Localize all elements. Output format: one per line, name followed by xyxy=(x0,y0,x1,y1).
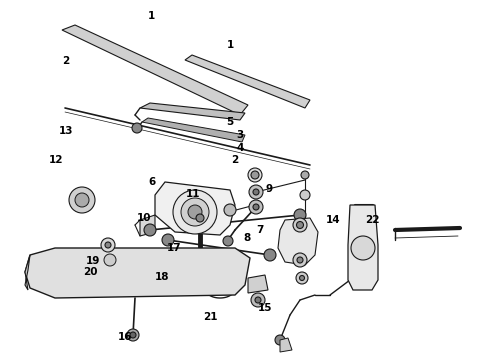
Text: 6: 6 xyxy=(148,177,155,187)
Circle shape xyxy=(253,189,259,195)
Polygon shape xyxy=(62,25,248,115)
Polygon shape xyxy=(140,103,245,120)
Text: 20: 20 xyxy=(83,267,98,277)
Text: 21: 21 xyxy=(203,312,218,322)
Circle shape xyxy=(127,329,139,341)
Circle shape xyxy=(351,236,375,260)
Circle shape xyxy=(196,214,204,222)
Polygon shape xyxy=(140,215,155,236)
Circle shape xyxy=(188,205,202,219)
Text: 14: 14 xyxy=(326,215,341,225)
Text: 13: 13 xyxy=(59,126,74,136)
Circle shape xyxy=(297,257,303,263)
Text: 12: 12 xyxy=(49,155,64,165)
Circle shape xyxy=(144,224,156,236)
Circle shape xyxy=(205,285,215,295)
Polygon shape xyxy=(25,248,250,298)
Text: 16: 16 xyxy=(118,332,132,342)
Polygon shape xyxy=(142,118,245,142)
Circle shape xyxy=(223,236,233,246)
Text: 3: 3 xyxy=(237,130,244,140)
Text: 15: 15 xyxy=(257,303,272,313)
Text: 17: 17 xyxy=(167,243,181,253)
Circle shape xyxy=(75,193,89,207)
Circle shape xyxy=(181,198,209,226)
Circle shape xyxy=(293,253,307,267)
Polygon shape xyxy=(248,275,268,293)
Polygon shape xyxy=(185,55,310,108)
Circle shape xyxy=(130,332,136,338)
Circle shape xyxy=(251,293,265,307)
Circle shape xyxy=(275,335,285,345)
Text: 9: 9 xyxy=(266,184,273,194)
Circle shape xyxy=(173,190,217,234)
Circle shape xyxy=(294,209,306,221)
Text: 1: 1 xyxy=(148,11,155,21)
Circle shape xyxy=(162,234,174,246)
Text: 19: 19 xyxy=(86,256,100,266)
Circle shape xyxy=(104,254,116,266)
Circle shape xyxy=(249,185,263,199)
Text: 22: 22 xyxy=(365,215,380,225)
Circle shape xyxy=(299,275,304,280)
Circle shape xyxy=(300,190,310,200)
Polygon shape xyxy=(25,255,30,290)
Circle shape xyxy=(253,204,259,210)
Circle shape xyxy=(264,249,276,261)
Polygon shape xyxy=(278,218,318,265)
Polygon shape xyxy=(348,205,378,290)
Circle shape xyxy=(224,204,236,216)
Circle shape xyxy=(248,168,262,182)
Circle shape xyxy=(255,297,261,303)
Text: 5: 5 xyxy=(227,117,234,127)
Text: 4: 4 xyxy=(236,143,244,153)
Circle shape xyxy=(69,187,95,213)
Circle shape xyxy=(249,200,263,214)
Circle shape xyxy=(105,242,111,248)
Circle shape xyxy=(293,218,307,232)
Circle shape xyxy=(251,171,259,179)
Polygon shape xyxy=(280,338,292,352)
Circle shape xyxy=(132,123,142,133)
Text: 8: 8 xyxy=(244,233,251,243)
Circle shape xyxy=(296,221,303,229)
Text: 10: 10 xyxy=(137,213,152,223)
Circle shape xyxy=(101,238,115,252)
Polygon shape xyxy=(155,182,235,235)
Text: 11: 11 xyxy=(186,189,201,199)
Circle shape xyxy=(301,171,309,179)
Text: 18: 18 xyxy=(154,272,169,282)
Text: 1: 1 xyxy=(227,40,234,50)
Text: 2: 2 xyxy=(63,56,70,66)
Text: 2: 2 xyxy=(232,155,239,165)
Text: 7: 7 xyxy=(256,225,264,235)
Circle shape xyxy=(296,272,308,284)
